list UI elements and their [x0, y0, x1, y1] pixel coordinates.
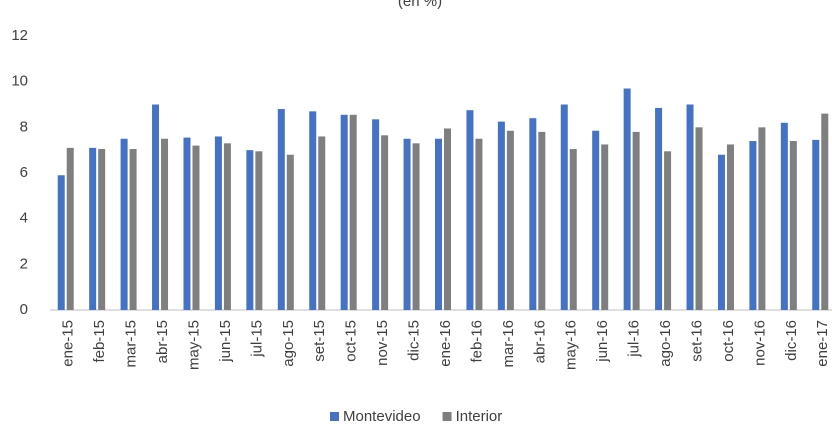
x-tick-label: nov-15 — [374, 320, 391, 366]
bar — [286, 154, 294, 310]
bar — [529, 118, 537, 310]
bar — [812, 139, 820, 310]
bar — [403, 138, 411, 310]
bar — [497, 121, 505, 310]
x-tick-label: jul-15 — [248, 320, 265, 358]
bar — [560, 104, 568, 310]
bar — [277, 109, 285, 310]
x-tick-label: dic-16 — [783, 320, 800, 361]
x-tick-label: feb-15 — [91, 320, 108, 363]
bar — [538, 131, 546, 310]
x-tick-label: mar-15 — [123, 320, 140, 368]
legend-swatch — [330, 412, 339, 421]
x-tick-label: abr-15 — [154, 320, 171, 363]
bar — [466, 110, 474, 310]
legend-swatch — [442, 412, 452, 421]
x-tick-label: oct-16 — [720, 320, 737, 362]
bar — [223, 143, 231, 310]
y-tick-label: 2 — [20, 255, 28, 272]
x-tick-label: may-15 — [185, 320, 202, 370]
bar — [569, 149, 577, 310]
bar — [349, 114, 357, 311]
x-tick-label: ene-16 — [437, 320, 454, 367]
bar — [475, 138, 483, 310]
y-tick-label: 10 — [11, 73, 28, 90]
bar — [381, 135, 389, 310]
bar — [686, 104, 694, 310]
bar — [444, 128, 451, 310]
x-tick-label: jun-15 — [217, 320, 234, 363]
bar — [789, 141, 797, 310]
x-tick-label: dic-15 — [406, 320, 423, 361]
x-tick-label: ago-15 — [280, 320, 297, 367]
x-tick-label: oct-15 — [343, 320, 360, 362]
x-tick-label: jul-16 — [626, 320, 643, 358]
bar — [129, 149, 137, 310]
x-tick-label: may-16 — [563, 320, 580, 370]
legend-label: Interior — [456, 408, 503, 425]
bar — [726, 144, 734, 310]
x-tick-label: mar-16 — [500, 320, 517, 368]
bar — [57, 175, 65, 310]
y-tick-label: 6 — [20, 164, 28, 181]
bar — [695, 127, 703, 310]
x-tick-label: abr-16 — [531, 320, 548, 363]
bar — [592, 130, 600, 310]
bar — [192, 145, 200, 310]
bar — [318, 136, 326, 310]
chart-title: (en %) — [398, 0, 442, 10]
bar — [246, 150, 254, 310]
legend-label: Montevideo — [343, 408, 421, 425]
bar — [506, 130, 514, 310]
bar — [161, 138, 169, 310]
bar — [821, 113, 829, 310]
bar — [717, 154, 725, 310]
y-tick-label: 8 — [20, 118, 28, 135]
bar — [372, 119, 380, 310]
y-tick-label: 4 — [20, 210, 28, 227]
x-tick-label: ene-15 — [60, 320, 77, 367]
bar — [601, 144, 609, 310]
bar — [340, 114, 348, 311]
bar — [309, 111, 317, 310]
bar — [183, 137, 191, 310]
x-tick-label: set-16 — [688, 320, 705, 362]
bar — [655, 107, 663, 310]
bar — [98, 149, 106, 310]
bar — [120, 138, 128, 310]
bar — [780, 122, 788, 311]
bar — [632, 131, 640, 310]
bar — [89, 147, 97, 310]
bar — [412, 143, 420, 310]
x-tick-label: ago-16 — [657, 320, 674, 367]
bar — [749, 141, 757, 310]
bar — [435, 138, 442, 310]
y-tick-label: 0 — [20, 301, 28, 318]
y-tick-label: 12 — [11, 27, 28, 44]
x-tick-label: set-15 — [311, 320, 328, 362]
bar — [623, 88, 631, 311]
bar — [255, 151, 263, 310]
x-tick-label: ene-17 — [814, 320, 831, 367]
bar — [66, 147, 74, 310]
x-tick-label: jun-16 — [594, 320, 611, 363]
bar — [664, 151, 672, 310]
bar — [214, 136, 222, 310]
x-tick-label: nov-16 — [751, 320, 768, 366]
bar — [152, 104, 160, 310]
bar — [758, 127, 766, 310]
x-tick-label: feb-16 — [468, 320, 485, 363]
